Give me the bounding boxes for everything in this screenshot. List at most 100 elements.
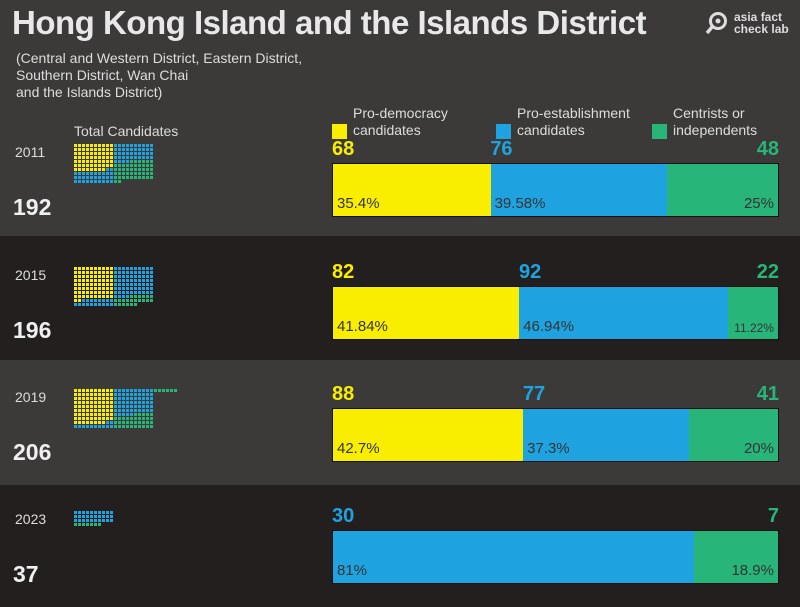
candidate-dot bbox=[126, 152, 129, 155]
candidate-dot bbox=[106, 275, 109, 278]
candidate-dot bbox=[82, 291, 85, 294]
bar-segment: 42.7% bbox=[333, 409, 524, 461]
bar-segment: 20% bbox=[689, 409, 778, 461]
candidate-dot bbox=[74, 176, 77, 179]
candidate-dot bbox=[110, 405, 113, 408]
candidate-dot bbox=[106, 425, 109, 428]
candidate-dot bbox=[122, 401, 125, 404]
candidate-dot bbox=[118, 417, 121, 420]
candidate-dot bbox=[118, 291, 121, 294]
candidate-dot bbox=[138, 156, 141, 159]
candidate-dot bbox=[126, 295, 129, 298]
candidate-dot bbox=[134, 405, 137, 408]
value-label: 7 bbox=[767, 505, 779, 527]
candidate-dot bbox=[110, 172, 113, 175]
candidate-dot bbox=[106, 421, 109, 424]
candidate-dot bbox=[82, 401, 85, 404]
candidate-dot bbox=[82, 180, 85, 183]
candidate-dot bbox=[146, 287, 149, 290]
candidate-dot bbox=[74, 152, 77, 155]
magnifier-logo-icon bbox=[705, 12, 727, 35]
candidate-dot bbox=[102, 413, 105, 416]
candidate-dot bbox=[118, 267, 121, 270]
candidate-dot bbox=[142, 299, 145, 302]
candidate-dot bbox=[110, 397, 113, 400]
candidate-dot bbox=[74, 172, 77, 175]
candidate-dot bbox=[82, 421, 85, 424]
candidate-dot bbox=[90, 519, 93, 522]
candidate-dot bbox=[118, 168, 121, 171]
candidate-dot bbox=[102, 168, 105, 171]
candidate-dot bbox=[138, 405, 141, 408]
candidate-dot bbox=[110, 152, 113, 155]
candidate-dot bbox=[78, 409, 81, 412]
total-count: 206 bbox=[13, 439, 52, 465]
candidate-dot bbox=[134, 148, 137, 151]
candidate-dot bbox=[138, 275, 141, 278]
candidate-dot bbox=[146, 409, 149, 412]
candidate-dot bbox=[82, 523, 85, 526]
candidate-dot bbox=[94, 523, 97, 526]
candidate-dot bbox=[122, 283, 125, 286]
candidate-dot bbox=[98, 160, 101, 163]
candidate-dot bbox=[82, 515, 85, 518]
candidate-dot bbox=[130, 176, 133, 179]
candidate-dot bbox=[82, 148, 85, 151]
candidate-dot bbox=[98, 180, 101, 183]
candidate-dot bbox=[130, 168, 133, 171]
candidate-dot bbox=[150, 156, 153, 159]
candidate-dot bbox=[138, 291, 141, 294]
candidate-dot bbox=[74, 283, 77, 286]
candidate-dot bbox=[74, 405, 77, 408]
candidate-dot bbox=[134, 160, 137, 163]
candidate-dot bbox=[150, 421, 153, 424]
candidate-dot bbox=[138, 409, 141, 412]
candidate-dot bbox=[114, 160, 117, 163]
candidate-dot bbox=[102, 283, 105, 286]
candidate-dot bbox=[78, 523, 81, 526]
candidate-dot bbox=[98, 279, 101, 282]
candidate-dot bbox=[134, 279, 137, 282]
candidate-dot bbox=[74, 299, 77, 302]
candidate-dot bbox=[110, 275, 113, 278]
candidate-dot bbox=[142, 152, 145, 155]
candidate-dot bbox=[142, 148, 145, 151]
candidate-dot bbox=[174, 389, 177, 392]
candidate-dot bbox=[74, 397, 77, 400]
candidate-dot bbox=[86, 511, 89, 514]
candidate-dot bbox=[146, 393, 149, 396]
stacked-bar: 81% 18.9% bbox=[332, 530, 779, 584]
candidate-dot bbox=[106, 287, 109, 290]
candidate-dot bbox=[102, 164, 105, 167]
candidate-dot bbox=[118, 152, 121, 155]
stacked-bar: 41.84% 46.94% 11.22% bbox=[332, 286, 779, 340]
candidate-dot bbox=[134, 425, 137, 428]
stacked-bar: 42.7% 37.3% 20% bbox=[332, 408, 779, 462]
candidate-dot bbox=[74, 271, 77, 274]
candidate-dot bbox=[94, 168, 97, 171]
candidate-dot bbox=[122, 291, 125, 294]
candidate-dot bbox=[82, 168, 85, 171]
candidate-dot bbox=[82, 283, 85, 286]
candidate-dot bbox=[90, 303, 93, 306]
candidate-dot bbox=[102, 519, 105, 522]
candidate-dot bbox=[86, 180, 89, 183]
candidate-dot bbox=[86, 291, 89, 294]
candidate-dot bbox=[142, 389, 145, 392]
candidate-dot bbox=[110, 417, 113, 420]
candidate-dot bbox=[106, 519, 109, 522]
candidate-dot bbox=[82, 409, 85, 412]
candidate-dot bbox=[122, 299, 125, 302]
candidate-dot bbox=[134, 287, 137, 290]
candidate-dot bbox=[146, 279, 149, 282]
candidate-dot bbox=[98, 519, 101, 522]
candidate-dot bbox=[98, 283, 101, 286]
candidate-dot bbox=[142, 160, 145, 163]
candidate-dot bbox=[106, 515, 109, 518]
candidate-dot bbox=[118, 299, 121, 302]
candidate-dot bbox=[74, 511, 77, 514]
candidate-dot bbox=[138, 152, 141, 155]
candidate-dot bbox=[126, 271, 129, 274]
candidate-dot bbox=[86, 515, 89, 518]
candidate-dot bbox=[106, 291, 109, 294]
